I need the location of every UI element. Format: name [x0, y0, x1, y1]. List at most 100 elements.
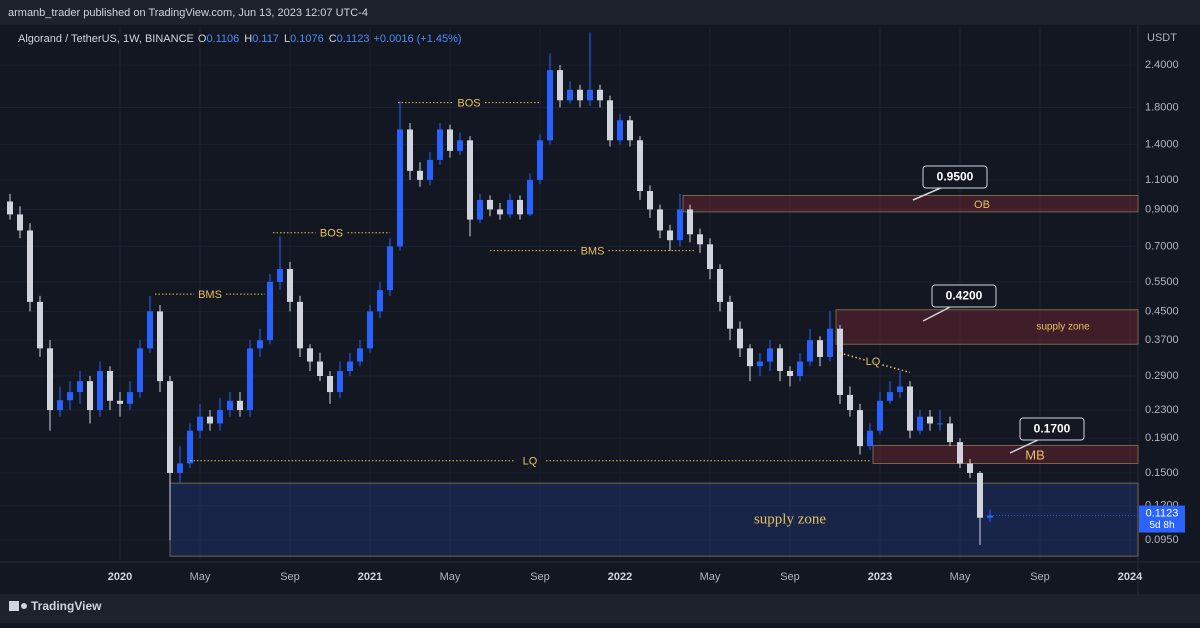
- candle-body: [567, 89, 573, 101]
- trend-label: LQ: [866, 356, 881, 368]
- candle-body: [347, 361, 353, 372]
- candle-body: [247, 348, 253, 411]
- candle-body: [767, 348, 773, 362]
- ohlc-value: 0.1106: [206, 33, 239, 45]
- candle-body: [207, 416, 213, 424]
- candle-body: [47, 348, 53, 411]
- candle-body: [257, 340, 263, 349]
- candle-body: [627, 120, 633, 141]
- candle-body: [547, 70, 553, 141]
- ohlc-value: 0.1123: [337, 33, 370, 45]
- candle-body: [947, 423, 953, 443]
- candle-body: [157, 311, 163, 382]
- candle-body: [887, 392, 893, 401]
- candle-body: [467, 140, 473, 220]
- price-badge-countdown: 5d 8h: [1149, 520, 1174, 531]
- candle-body: [387, 246, 393, 291]
- candle-body: [307, 348, 313, 362]
- candle-body: [317, 361, 323, 376]
- logo: [9, 601, 27, 611]
- candle-body: [97, 371, 103, 411]
- candle-body: [647, 191, 653, 210]
- candle-body: [847, 394, 853, 411]
- candle-body: [137, 348, 143, 393]
- y-tick-label: 0.3700: [1145, 334, 1179, 346]
- candle-body: [477, 199, 483, 220]
- callout-pointer: [912, 186, 944, 201]
- y-tick-label: 0.2300: [1145, 404, 1179, 416]
- candle-body: [967, 463, 973, 473]
- candle-body: [37, 301, 43, 349]
- candle-body: [517, 199, 523, 215]
- y-tick-label: 0.7000: [1145, 240, 1179, 252]
- candle-body: [447, 129, 453, 151]
- candle-body: [527, 179, 533, 215]
- candle-body: [697, 234, 703, 245]
- candle-body: [327, 375, 333, 393]
- candle-body: [187, 430, 193, 464]
- level-label: LQ: [523, 456, 538, 468]
- x-tick-label: 2024: [1118, 571, 1143, 583]
- callout-label: 0.4200: [946, 289, 983, 303]
- candle-body: [427, 159, 433, 180]
- candle-body: [77, 381, 83, 393]
- y-tick-label: 0.1500: [1145, 467, 1179, 479]
- candle-body: [987, 515, 993, 518]
- x-tick-label: 2021: [358, 571, 382, 583]
- candle-body: [617, 120, 623, 141]
- candle-body: [857, 410, 863, 447]
- candle-body: [237, 400, 243, 411]
- callout-pointer: [1009, 438, 1041, 454]
- x-tick-label: May: [950, 571, 971, 583]
- zone-label: MB: [1025, 447, 1045, 462]
- candle-body: [177, 463, 183, 473]
- candle-body: [977, 472, 983, 518]
- candle-body: [557, 70, 563, 101]
- candle-body: [357, 348, 363, 362]
- zone-label: OB: [974, 199, 990, 211]
- x-tick-label: 2023: [868, 571, 892, 583]
- candle-body: [287, 269, 293, 302]
- candle-body: [917, 416, 923, 431]
- candle-body: [577, 89, 583, 101]
- callout-box: [1019, 417, 1085, 441]
- y-tick-label: 0.2900: [1145, 370, 1179, 382]
- candle-body: [737, 328, 743, 349]
- ohlc-value: 0.1076: [290, 33, 324, 45]
- candle-body: [927, 416, 933, 424]
- candle-body: [337, 371, 343, 393]
- level-label: BMS: [581, 246, 605, 258]
- x-tick-label: Sep: [530, 571, 550, 583]
- candle-body: [197, 416, 203, 431]
- candle-body: [667, 230, 673, 241]
- y-tick-label: 0.5500: [1145, 276, 1179, 288]
- callout-box: [922, 165, 988, 189]
- candle-body: [797, 361, 803, 376]
- candle-body: [127, 392, 133, 404]
- candle-body: [227, 400, 233, 411]
- candle-body: [537, 140, 543, 180]
- symbol: Algorand / TetherUS, 1W, BINANCE: [18, 33, 194, 45]
- level-label: BOS: [320, 228, 343, 240]
- candle-body: [657, 209, 663, 231]
- candle-body: [597, 89, 603, 101]
- candle-body: [497, 209, 503, 215]
- candle-body: [377, 290, 383, 312]
- candle-body: [407, 129, 413, 171]
- x-tick-label: May: [190, 571, 211, 583]
- candle-body: [637, 140, 643, 192]
- change: +0.0016 (+1.45%): [374, 33, 462, 45]
- x-tick-label: Sep: [1030, 571, 1050, 583]
- candle-body: [67, 392, 73, 401]
- callout-label: 0.9500: [937, 170, 974, 184]
- candle-body: [687, 209, 693, 235]
- trend-line: [839, 352, 911, 374]
- y-tick-label: 0.4500: [1145, 305, 1179, 317]
- y-tick-label: 1.1000: [1145, 174, 1179, 186]
- price-badge-value: 0.1123: [1146, 507, 1179, 519]
- footer-bar: [0, 594, 1200, 623]
- candle-body: [417, 170, 423, 180]
- candle-body: [57, 400, 63, 411]
